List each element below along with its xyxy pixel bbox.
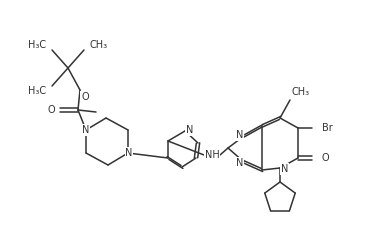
Text: NH: NH: [205, 150, 219, 160]
Text: CH₃: CH₃: [90, 40, 108, 50]
Text: O: O: [47, 105, 55, 115]
Text: O: O: [81, 92, 89, 102]
Text: O: O: [322, 153, 330, 163]
Text: N: N: [236, 158, 243, 168]
Text: N: N: [186, 125, 193, 135]
Text: CH₃: CH₃: [292, 87, 310, 97]
Text: Br: Br: [322, 123, 333, 133]
Text: N: N: [125, 148, 133, 158]
Text: H₃C: H₃C: [28, 40, 46, 50]
Text: N: N: [236, 130, 243, 140]
Text: H₃C: H₃C: [28, 86, 46, 96]
Text: N: N: [281, 164, 288, 174]
Text: N: N: [82, 125, 90, 135]
